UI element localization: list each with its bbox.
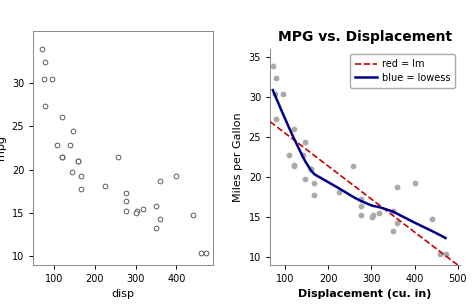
- Point: [442, 251, 449, 256]
- Point: [389, 228, 397, 233]
- Point: [58, 154, 66, 159]
- Point: [357, 196, 365, 201]
- Point: [58, 155, 66, 160]
- Y-axis label: Miles per Gallon: Miles per Gallon: [233, 112, 243, 202]
- Point: [173, 174, 180, 179]
- Point: [156, 217, 164, 221]
- Point: [132, 210, 140, 215]
- Point: [390, 208, 397, 213]
- Point: [299, 152, 307, 157]
- Point: [189, 213, 197, 218]
- Point: [41, 59, 49, 64]
- Point: [40, 77, 47, 82]
- Point: [69, 129, 77, 134]
- Point: [122, 190, 129, 195]
- Point: [290, 127, 298, 132]
- Point: [122, 198, 129, 203]
- Point: [437, 251, 444, 256]
- Point: [272, 75, 280, 80]
- Point: [38, 47, 46, 51]
- Point: [279, 91, 287, 96]
- Point: [301, 177, 309, 182]
- Point: [357, 213, 365, 218]
- Point: [411, 181, 419, 186]
- Point: [393, 220, 401, 225]
- Point: [375, 210, 383, 215]
- Point: [122, 209, 129, 213]
- Point: [369, 213, 377, 218]
- Point: [48, 77, 55, 82]
- Point: [307, 167, 315, 172]
- Point: [115, 155, 122, 160]
- Point: [291, 164, 298, 168]
- Point: [133, 209, 141, 213]
- Point: [368, 214, 376, 219]
- X-axis label: disp: disp: [112, 290, 135, 299]
- Point: [349, 164, 357, 168]
- Point: [269, 63, 277, 68]
- Point: [428, 217, 436, 222]
- Point: [335, 190, 343, 195]
- Title: MPG vs. Displacement: MPG vs. Displacement: [278, 30, 452, 44]
- Point: [78, 174, 85, 179]
- Y-axis label: mpg: mpg: [0, 135, 6, 160]
- Point: [310, 192, 318, 197]
- Point: [78, 186, 85, 191]
- Point: [301, 140, 309, 144]
- X-axis label: Displacement (cu. in): Displacement (cu. in): [298, 290, 432, 299]
- Point: [202, 250, 210, 255]
- Point: [101, 184, 109, 188]
- Point: [66, 143, 74, 148]
- Point: [58, 115, 66, 120]
- Point: [285, 152, 292, 157]
- Point: [139, 206, 146, 211]
- Legend: red = lm, blue = lowess: red = lm, blue = lowess: [350, 54, 455, 88]
- Point: [74, 158, 82, 163]
- Point: [310, 181, 318, 186]
- Point: [156, 178, 164, 183]
- Point: [152, 225, 160, 230]
- Point: [197, 250, 205, 255]
- Point: [271, 91, 279, 96]
- Point: [307, 167, 315, 172]
- Point: [41, 104, 49, 109]
- Point: [290, 163, 298, 168]
- Point: [68, 170, 76, 175]
- Point: [273, 116, 280, 121]
- Point: [53, 143, 61, 148]
- Point: [74, 158, 82, 163]
- Point: [153, 204, 160, 209]
- Point: [357, 203, 365, 208]
- Point: [393, 185, 401, 190]
